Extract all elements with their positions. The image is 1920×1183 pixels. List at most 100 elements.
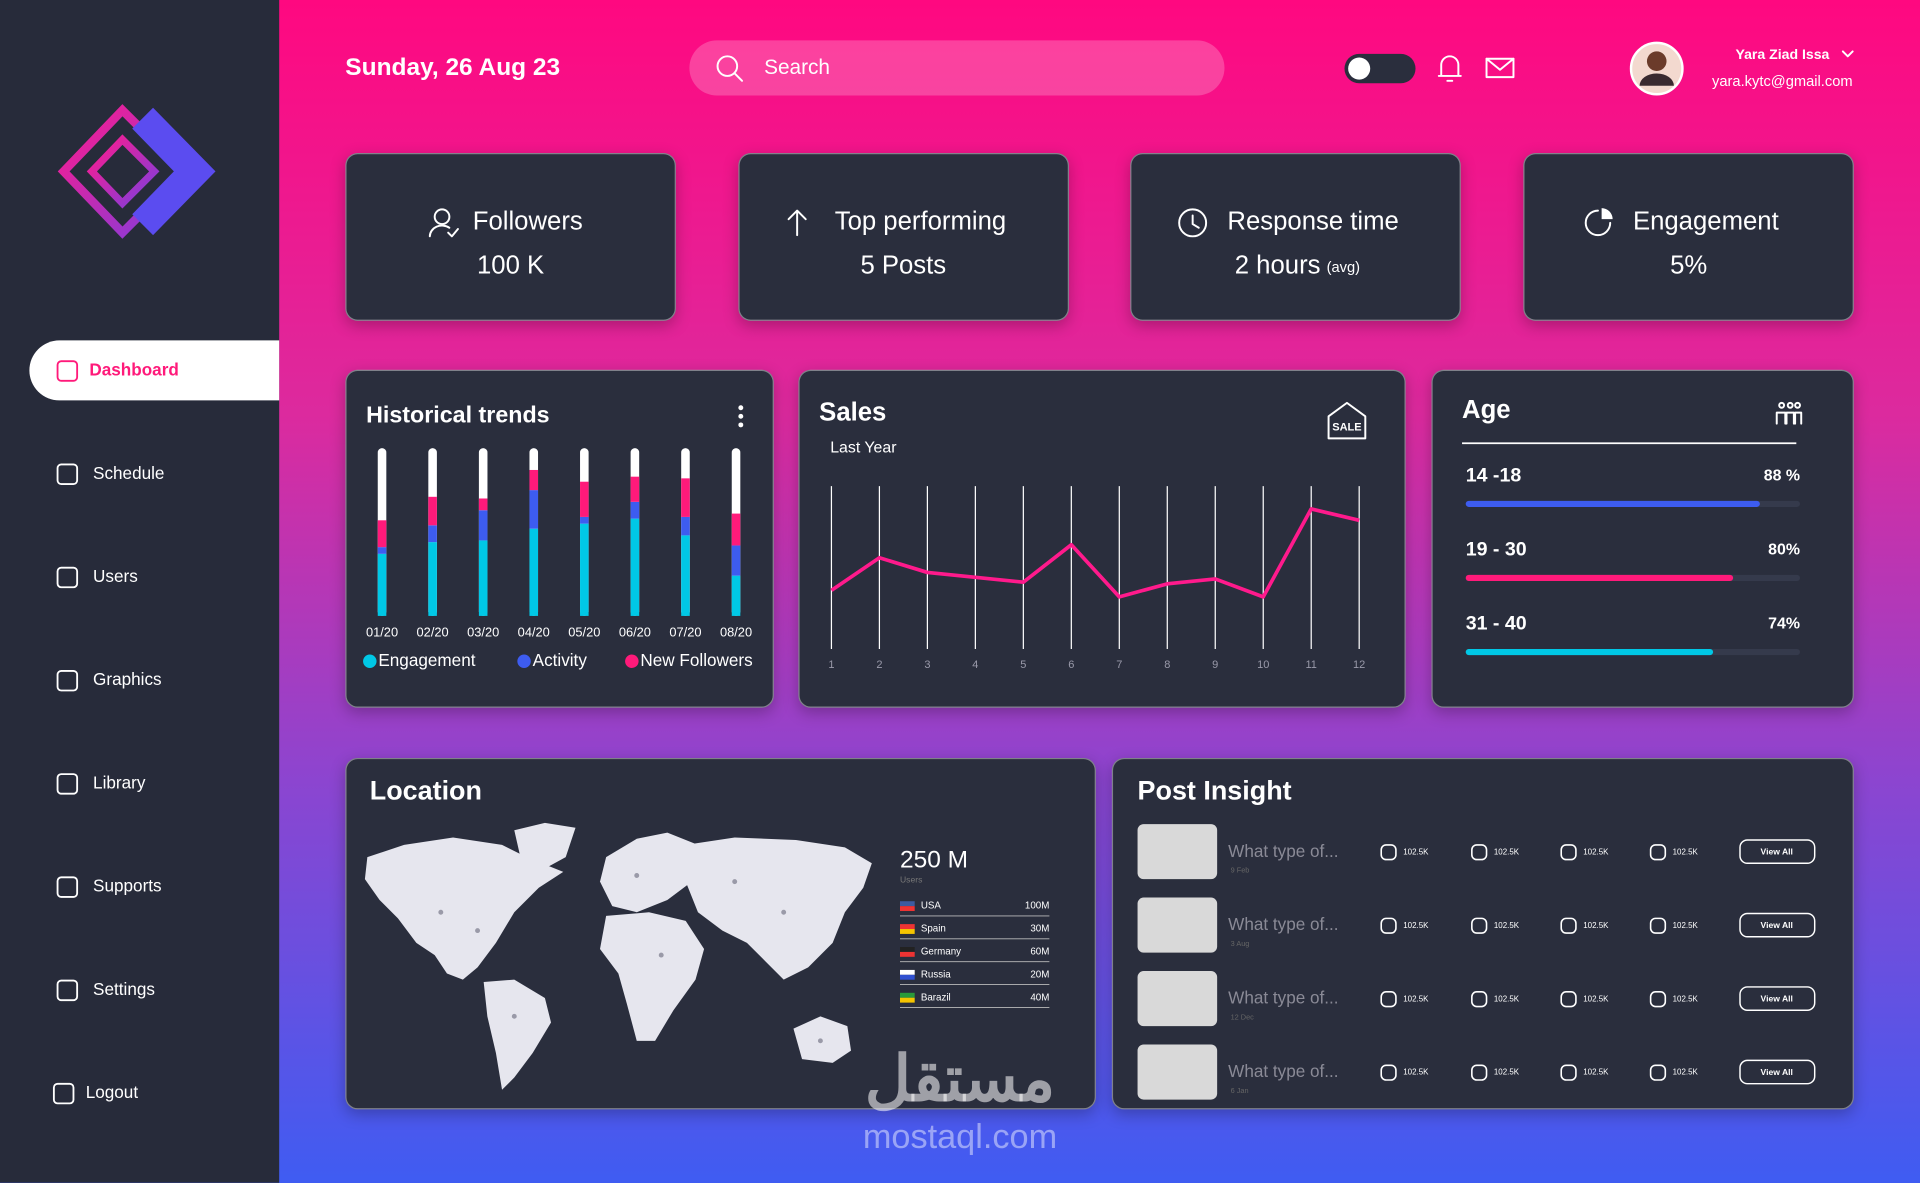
flag — [900, 969, 915, 975]
country-name: Spain — [921, 924, 946, 935]
total-label: Users — [900, 875, 922, 885]
view-all-label[interactable]: View All — [1761, 1067, 1793, 1077]
post-thumbnail — [1137, 824, 1218, 880]
bar-segment — [478, 510, 488, 541]
stat-card — [1523, 153, 1854, 321]
trends-card — [345, 369, 774, 708]
x-tick-label: 6 — [1068, 659, 1074, 671]
view-all-label[interactable]: View All — [1761, 993, 1793, 1003]
nav-item[interactable]: Logout — [86, 1082, 139, 1102]
country-value: 60M — [1030, 947, 1049, 958]
world-map — [364, 822, 872, 1090]
x-tick-label: 12 — [1353, 659, 1365, 671]
metric-icon — [1471, 1064, 1488, 1081]
legend-label: New Followers — [640, 650, 752, 670]
nav-icon — [56, 979, 79, 1002]
watermark: مستقل — [865, 1043, 1056, 1114]
view-all-button[interactable] — [1739, 986, 1816, 1011]
view-all-button[interactable] — [1739, 1059, 1816, 1085]
flag — [900, 997, 915, 1003]
metric-value: 102.5K — [1673, 994, 1699, 1003]
metric-value: 102.5K — [1673, 921, 1699, 930]
x-tick-label: 5 — [1020, 659, 1026, 671]
value-label: 74% — [1768, 616, 1800, 633]
stat-label: Followers — [473, 208, 583, 236]
metric-value: 102.5K — [1403, 921, 1429, 930]
age-icon — [1775, 401, 1803, 425]
toggle-knob[interactable] — [1348, 57, 1371, 80]
age-label: 31 - 40 — [1466, 613, 1527, 635]
legend-swatch — [363, 654, 377, 668]
nav-item[interactable]: Settings — [93, 979, 155, 999]
avatar[interactable] — [1629, 41, 1684, 96]
bar-segment — [478, 498, 488, 511]
bar-segment — [630, 518, 640, 616]
search-box[interactable] — [689, 40, 1225, 96]
nav-item[interactable]: Users — [93, 566, 138, 586]
age-label: 14 -18 — [1466, 464, 1522, 486]
bar-segment — [377, 547, 387, 554]
bell-icon[interactable] — [1437, 55, 1462, 82]
country-name: Russia — [921, 969, 951, 980]
country-value: 20M — [1030, 969, 1049, 980]
metric-value: 102.5K — [1403, 1068, 1429, 1077]
metric-icon — [1380, 844, 1397, 861]
metric-value: 102.5K — [1673, 1068, 1699, 1077]
metric-icon — [1471, 844, 1488, 861]
total-users: 250 M — [900, 846, 968, 873]
metric-icon — [1649, 844, 1667, 861]
arrow-up-icon — [787, 209, 807, 237]
nav-icon — [52, 1082, 75, 1105]
flag — [900, 951, 915, 957]
mail-icon[interactable] — [1485, 57, 1515, 79]
value-label: 88 % — [1764, 468, 1800, 485]
country-value: 30M — [1030, 924, 1049, 935]
nav-item[interactable]: Graphics — [93, 669, 162, 689]
search-placeholder: Search — [764, 56, 830, 79]
user-email: yara.kytc@gmail.com — [1712, 74, 1853, 90]
bar — [1465, 500, 1760, 507]
nav-item[interactable]: Library — [93, 772, 146, 792]
metric-icon — [1649, 917, 1667, 934]
post-date: 9 Feb — [1231, 866, 1250, 875]
country-name: Barazil — [921, 992, 951, 1003]
post-title: What type of... — [1228, 988, 1338, 1008]
nav-icon — [56, 773, 79, 795]
search-icon — [716, 55, 744, 82]
nav-item[interactable]: Schedule — [93, 463, 164, 483]
nav-icon — [56, 360, 79, 382]
metric-value: 102.5K — [1494, 1068, 1520, 1077]
x-tick-label: 04/20 — [518, 624, 550, 639]
flag — [900, 992, 915, 998]
profile-dropdown[interactable] — [1841, 50, 1854, 58]
view-all-button[interactable] — [1739, 912, 1816, 938]
card-title: Location — [370, 775, 482, 805]
x-tick-label: 4 — [972, 659, 978, 671]
active-nav-pill[interactable] — [29, 340, 280, 401]
followers-icon — [428, 208, 459, 238]
x-tick-label: 02/20 — [417, 624, 449, 639]
stat-card — [738, 153, 1069, 321]
bar-segment — [731, 513, 741, 546]
metric-icon — [1471, 991, 1488, 1008]
bar-segment — [580, 516, 589, 524]
nav-item[interactable]: Supports — [93, 876, 162, 896]
post-title: What type of... — [1228, 841, 1338, 861]
metric-value: 102.5K — [1494, 847, 1520, 856]
view-all-label[interactable]: View All — [1761, 847, 1793, 857]
x-tick-label: 2 — [876, 659, 882, 671]
flag — [900, 906, 915, 912]
nav-icon — [56, 463, 79, 485]
nav-icon — [56, 566, 79, 589]
stat-label: Top performing — [835, 208, 1006, 236]
view-all-button[interactable] — [1739, 839, 1816, 865]
metric-value: 102.5K — [1494, 994, 1520, 1003]
metric-value: 102.5K — [1583, 847, 1609, 856]
view-all-label[interactable]: View All — [1761, 920, 1793, 930]
date: Sunday, 26 Aug 23 — [345, 54, 560, 81]
nav-icon — [56, 669, 79, 692]
nav-item[interactable]: Dashboard — [89, 360, 178, 380]
more-menu[interactable] — [738, 405, 744, 428]
post-date: 3 Aug — [1231, 939, 1250, 948]
